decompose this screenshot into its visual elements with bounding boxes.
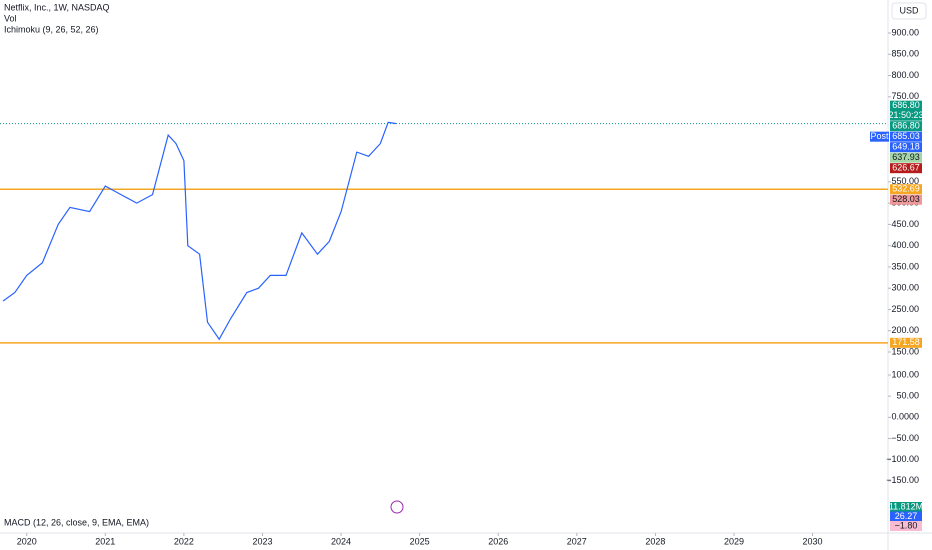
indicator-badge [890,502,922,512]
indicator-badge [890,511,922,522]
price-badge-label: 171.58 [892,337,920,347]
symbol-title: Netflix, Inc., 1W, NASDAQ [4,2,110,12]
price-badge [890,121,922,132]
price-badge [890,142,922,153]
post-tag [870,131,889,142]
time-tick-label: 2030 [803,536,823,546]
price-badge [890,194,922,205]
price-badge-label: 637.93 [892,152,920,162]
indicator-badge [890,521,922,531]
price-tick-label: 450.00 [891,219,919,229]
time-tick-label: 2029 [724,536,744,546]
macd-tick-label: 0.0000 [891,412,919,422]
indicator-badge-label: 11.812M [889,501,923,511]
time-tick-label: 2022 [174,536,194,546]
price-tick-label: 400.00 [891,240,919,250]
price-tick-label: 300.00 [891,283,919,293]
price-badge-label: 649.18 [892,142,920,152]
price-badge [890,131,922,142]
countdown: 21:50:23 [888,110,923,120]
time-tick-label: 2028 [645,536,665,546]
price-tick-label: 850.00 [891,49,919,59]
price-badge-label: 528.03 [892,194,920,204]
price-line [2,121,397,341]
price-tick-label: 250.00 [891,304,919,314]
price-badge-label: 686.80 [892,121,920,131]
indicator-badge-label: 26.27 [895,511,918,521]
indicator-label: Ichimoku (9, 26, 52, 26) [4,24,99,34]
time-tick-label: 2025 [410,536,430,546]
macd-tick-label: −100.00 [886,454,919,464]
price-badge [890,184,922,195]
price-badge [890,100,922,121]
price-tick-label: 800.00 [891,70,919,80]
macd-label: MACD (12, 26, close, 9, EMA, EMA) [4,517,149,527]
macd-tick-label: 100.00 [891,369,919,379]
time-tick-label: 2023 [252,536,272,546]
macd-tick-label: −50.00 [891,433,919,443]
price-tick-label: 350.00 [891,261,919,271]
currency-button[interactable] [891,2,927,20]
price-tick-label: 150.00 [891,346,919,356]
indicator-badge-label: −1.80 [895,520,918,530]
price-tick-label: 550.00 [891,176,919,186]
price-badge-label: 532.69 [892,184,920,194]
price-badge-label: 685.03 [892,131,920,141]
time-tick-label: 2020 [17,536,37,546]
volume-label: Vol [4,13,17,23]
macd-tick-label: 50.00 [896,391,919,401]
price-tick-label: 900.00 [891,27,919,37]
macd-tick-label: −150.00 [886,475,919,485]
price-badge [890,152,922,163]
time-tick-label: 2024 [331,536,351,546]
price-badge-label: 626.67 [892,163,920,173]
price-tick-label: 200.00 [891,325,919,335]
time-tick-label: 2026 [488,536,508,546]
price-badge [890,337,922,348]
price-tick-label: 750.00 [891,91,919,101]
time-tick-label: 2021 [95,536,115,546]
event-icon[interactable] [390,500,404,514]
post-tag-label: Post [870,131,889,141]
price-badge-label: 686.80 [892,100,920,110]
time-tick-label: 2027 [567,536,587,546]
currency[interactable]: USD [899,5,919,15]
price-badge [890,163,922,174]
